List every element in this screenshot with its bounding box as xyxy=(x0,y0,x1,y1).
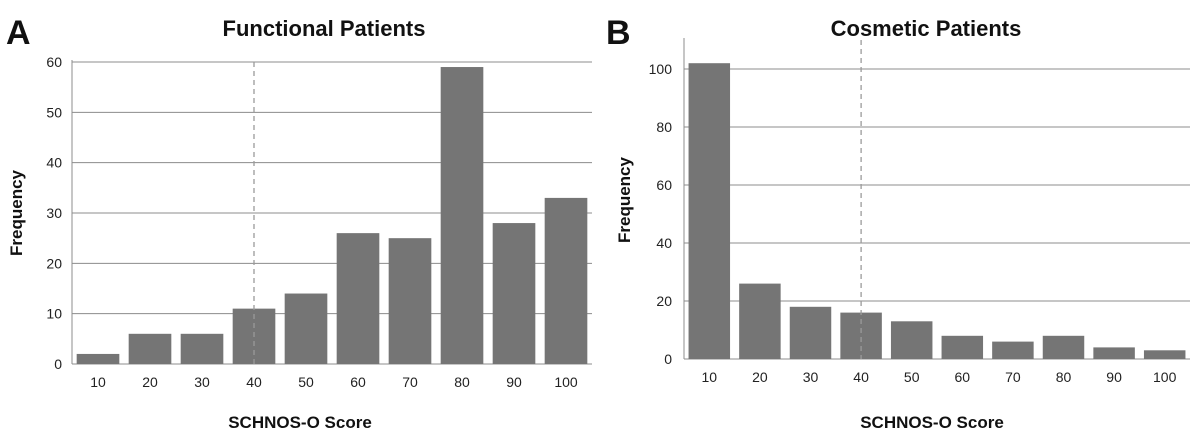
y-tick-label-a: 40 xyxy=(46,155,62,171)
y-axis-label-a: Frequency xyxy=(7,169,26,256)
y-tick-label-a: 60 xyxy=(46,54,62,70)
bar-a-20 xyxy=(128,333,172,364)
chart-panel-a: A Functional Patients 0 10 20 30 40 50 60 10 20 30 4… xyxy=(6,14,592,432)
bar-b-30 xyxy=(789,306,832,359)
x-tick-label-a: 70 xyxy=(402,374,418,390)
bar-a-30 xyxy=(180,333,224,364)
bar-b-100 xyxy=(1143,350,1186,359)
y-axis-label-b: Frequency xyxy=(615,156,634,243)
panel-letter-b: B xyxy=(606,14,631,52)
x-tick-label-b: 30 xyxy=(803,369,819,385)
x-tick-label-a: 20 xyxy=(142,374,158,390)
x-tick-label-b: 40 xyxy=(853,369,869,385)
bar-b-20 xyxy=(739,283,781,359)
panel-letter-a: A xyxy=(6,14,31,52)
bar-a-60 xyxy=(336,233,380,364)
bar-b-10 xyxy=(688,63,731,359)
x-tick-label-b: 20 xyxy=(752,369,768,385)
y-tick-label-a: 50 xyxy=(46,104,62,120)
bar-a-90 xyxy=(492,223,536,364)
bar-b-80 xyxy=(1042,335,1085,359)
x-tick-label-b: 60 xyxy=(955,369,971,385)
y-tick-label-a: 10 xyxy=(46,306,62,322)
x-tick-label-b: 80 xyxy=(1056,369,1072,385)
x-axis-label-a: SCHNOS-O Score xyxy=(228,413,372,432)
bar-b-50 xyxy=(890,321,933,359)
y-tick-label-b: 40 xyxy=(656,235,672,251)
x-tick-label-a: 90 xyxy=(506,374,522,390)
x-tick-label-a: 50 xyxy=(298,374,314,390)
bar-a-70 xyxy=(388,238,432,364)
chart-title-a: Functional Patients xyxy=(223,16,426,41)
y-tick-label-b: 100 xyxy=(649,61,673,77)
x-tick-label-a: 60 xyxy=(350,374,366,390)
y-tick-label-a: 30 xyxy=(46,205,62,221)
x-tick-label-a: 40 xyxy=(246,374,262,390)
x-tick-label-a: 80 xyxy=(454,374,470,390)
x-tick-label-a: 30 xyxy=(194,374,210,390)
y-tick-label-a: 0 xyxy=(54,356,62,372)
x-tick-label-a: 100 xyxy=(554,374,578,390)
y-tick-label-b: 20 xyxy=(656,293,672,309)
chart-title-b: Cosmetic Patients xyxy=(831,16,1022,41)
bar-b-90 xyxy=(1093,347,1135,359)
x-tick-label-b: 90 xyxy=(1106,369,1122,385)
chart-panel-b: B Cosmetic Patients 0 20 40 60 80 100 10 20 30 40 50… xyxy=(606,14,1190,432)
y-tick-label-b: 0 xyxy=(664,351,672,367)
x-tick-label-b: 10 xyxy=(702,369,718,385)
y-tick-label-b: 60 xyxy=(656,177,672,193)
bar-a-10 xyxy=(76,353,120,364)
bar-a-80 xyxy=(440,67,484,365)
x-tick-label-b: 100 xyxy=(1153,369,1177,385)
x-tick-label-b: 70 xyxy=(1005,369,1021,385)
bar-a-50 xyxy=(284,293,328,364)
bar-a-100 xyxy=(544,197,588,364)
y-tick-label-a: 20 xyxy=(46,255,62,271)
x-tick-label-a: 10 xyxy=(90,374,106,390)
y-tick-label-b: 80 xyxy=(656,119,672,135)
bar-b-60 xyxy=(941,335,984,359)
bar-b-70 xyxy=(992,341,1034,359)
x-axis-label-b: SCHNOS-O Score xyxy=(860,413,1004,432)
x-tick-label-b: 50 xyxy=(904,369,920,385)
